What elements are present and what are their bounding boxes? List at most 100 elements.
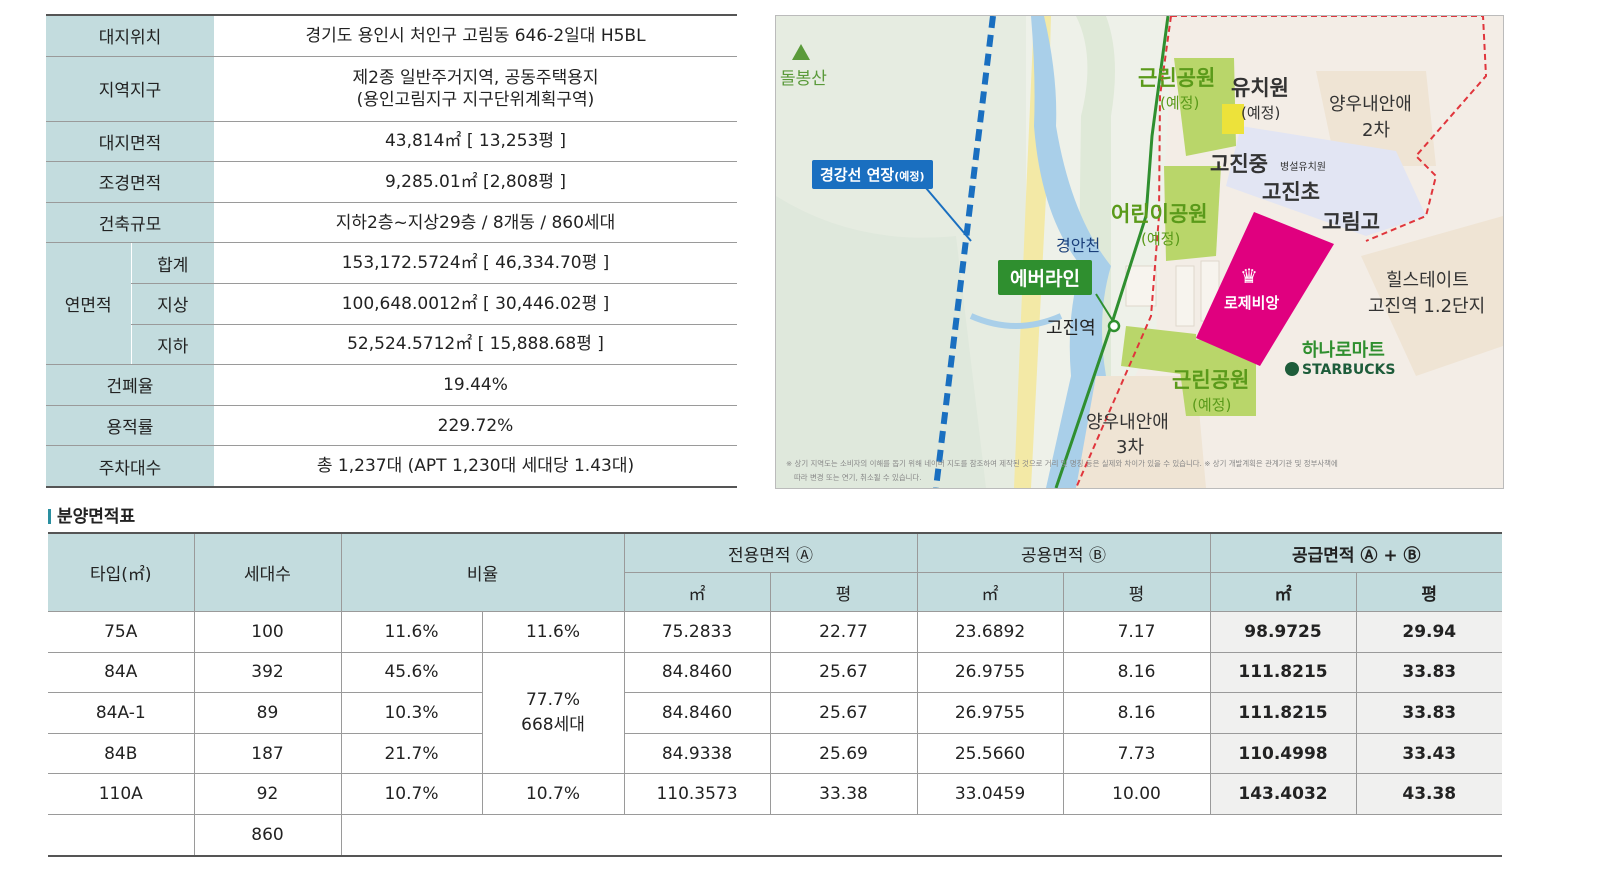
sp-py-cell: 29.94 <box>1355 611 1502 653</box>
station-label: 고진역 <box>1046 318 1096 339</box>
kinder-label: 유치원 <box>1231 76 1289 100</box>
row-location: 대지위치 경기도 용인시 처인구 고림동 646-2일대 H5BL <box>46 15 737 57</box>
gyeonggang-badge: 경강선 연장(예정) <box>812 160 933 189</box>
park-north-plan: (예정) <box>1160 94 1200 112</box>
coverage-label: 건폐율 <box>46 364 214 406</box>
park-north-label: 근린공원 <box>1138 66 1216 90</box>
far-label: 용적률 <box>46 405 214 447</box>
crown-icon: ♛ <box>1240 264 1258 288</box>
sp-sqm-cell: 110.4998 <box>1209 732 1357 775</box>
everline-badge: 에버라인 <box>998 260 1092 295</box>
row-floor-above: 지상 100,648.0012㎡ [ 30,446.02평 ] <box>46 283 737 325</box>
yangwoo3-label: 양우내안애 <box>1086 412 1169 433</box>
sp-py-cell: 43.38 <box>1355 773 1502 815</box>
hillstate-label: 힐스테이트 <box>1386 270 1469 291</box>
above-value: 100,648.0012㎡ [ 30,446.02평 ] <box>214 283 737 325</box>
site-info-table: 대지위치 경기도 용인시 처인구 고림동 646-2일대 H5BL 지역지구 제… <box>46 14 737 488</box>
cm-sqm-cell: 33.0459 <box>916 773 1064 815</box>
parking-value: 총 1,237대 (APT 1,230대 세대당 1.43대) <box>214 445 737 488</box>
table-row: 84B 187 21.7% 84.9338 25.69 25.5660 7.73… <box>48 732 1502 775</box>
cm-sqm-cell: 23.6892 <box>916 611 1064 653</box>
scale-label: 건축규모 <box>46 202 214 244</box>
kinder-plan: (예정) <box>1241 104 1281 122</box>
common-header: 공용면적 Ⓑ <box>916 532 1211 573</box>
site-block <box>1196 212 1334 366</box>
scale-value: 지하2층~지상29층 / 8개동 / 860세대 <box>214 202 737 244</box>
ratio-cell: 10.3% <box>340 692 483 734</box>
rochevillage-label: 로제비앙 <box>1224 294 1280 312</box>
mountain-icon <box>792 44 810 60</box>
total-value: 153,172.5724㎡ [ 46,334.70평 ] <box>214 242 737 284</box>
ex-sqm-cell: 75.2833 <box>623 611 771 653</box>
section-title-text: 분양면적표 <box>57 507 136 527</box>
table-row: 84A-1 89 10.3% 84.8460 25.67 26.9755 8.1… <box>48 692 1502 734</box>
map-disclaimer-2: 따라 변경 또는 연기, 취소될 수 있습니다. <box>794 473 922 482</box>
ex-sqm-cell: 84.8460 <box>623 651 771 694</box>
header-row-2: ㎡ 평 ㎡ 평 ㎡ 평 <box>48 572 1502 612</box>
river-shape <box>1031 16 1111 488</box>
location-map: 돌봉산 근린공원 (예정) 유치원 (예정) 양우내안애 2차 고진중 병설유치… <box>775 15 1504 489</box>
cm-sqm-header: ㎡ <box>916 572 1064 612</box>
row-landscape: 조경면적 9,285.01㎡ [2,808평 ] <box>46 161 737 203</box>
sp-py-cell: 33.83 <box>1355 692 1502 734</box>
gyeonggang-label: 경강선 연장 <box>820 166 895 184</box>
ex-py-header: 평 <box>769 572 918 612</box>
sp-sqm-cell: 143.4032 <box>1209 773 1357 815</box>
row-parking: 주차대수 총 1,237대 (APT 1,230대 세대당 1.43대) <box>46 445 737 488</box>
park-north <box>1174 58 1236 156</box>
area-table: 타입(㎡) 세대수 비율 전용면적 Ⓐ 공용면적 Ⓑ 공급면적 Ⓐ + Ⓑ ㎡ … <box>48 532 1502 857</box>
zoning-value: 제2종 일반주거지역, 공동주택용지 (용인고림지구 지구단위계획구역) <box>214 56 737 122</box>
starbucks-text: STARBUCKS <box>1302 362 1396 378</box>
type-cell: 75A <box>48 611 195 653</box>
type-header: 타입(㎡) <box>48 532 195 612</box>
gojin-middle-label: 고진중 <box>1210 152 1268 176</box>
total-type-cell <box>48 813 195 857</box>
ratio-cell: 11.6% <box>340 611 483 653</box>
starbucks-icon <box>1285 362 1299 376</box>
ex-sqm-cell: 110.3573 <box>623 773 771 815</box>
ex-py-cell: 25.67 <box>769 651 918 694</box>
stream-label: 경안천 <box>1056 236 1101 255</box>
cm-py-cell: 8.16 <box>1062 692 1211 734</box>
ex-sqm-header: ㎡ <box>624 572 771 612</box>
everline-track <box>1054 16 1170 488</box>
sp-sqm-cell: 111.8215 <box>1209 651 1357 694</box>
units-cell: 100 <box>193 611 342 653</box>
kinder-block <box>1222 104 1244 134</box>
total-empty-cell <box>340 813 1502 857</box>
ratio-header: 비율 <box>340 532 625 612</box>
row-coverage: 건폐율 19.44% <box>46 364 737 406</box>
annex-kinder-label: 병설유치원 <box>1280 162 1326 173</box>
cm-sqm-cell: 26.9755 <box>916 692 1064 734</box>
gorim-high-label: 고림고 <box>1322 210 1380 234</box>
ratio-cell: 45.6% <box>340 651 483 694</box>
land-area-label: 대지면적 <box>46 121 214 163</box>
ratio-cell: 10.7% <box>340 773 483 815</box>
cm-py-cell: 8.16 <box>1062 651 1211 694</box>
title-bar <box>48 509 51 524</box>
group-84-units: 668세대 <box>521 715 585 736</box>
units-cell: 92 <box>193 773 342 815</box>
location-value: 경기도 용인시 처인구 고림동 646-2일대 H5BL <box>214 15 737 57</box>
floor-area-label: 연면적 <box>46 242 131 366</box>
table-row: 110A 92 10.7% 10.7% 110.3573 33.38 33.04… <box>48 773 1502 815</box>
type-cell: 110A <box>48 773 195 815</box>
ex-py-cell: 25.67 <box>769 692 918 734</box>
cm-py-cell: 7.73 <box>1062 732 1211 775</box>
location-label: 대지위치 <box>46 15 214 57</box>
station-marker <box>1107 319 1121 333</box>
row-scale: 건축규모 지하2층~지상29층 / 8개동 / 860세대 <box>46 202 737 244</box>
parking-label: 주차대수 <box>46 445 214 488</box>
row-zoning: 지역지구 제2종 일반주거지역, 공동주택용지 (용인고림지구 지구단위계획구역… <box>46 56 737 122</box>
zoning-line2: (용인고림지구 지구단위계획구역) <box>356 89 595 110</box>
kids-park-plan: (예정) <box>1141 230 1181 248</box>
units-cell: 89 <box>193 692 342 734</box>
park-south-label: 근린공원 <box>1172 368 1250 392</box>
ex-py-cell: 25.69 <box>769 732 918 775</box>
group-84-cell: 77.7% 668세대 <box>481 651 625 775</box>
type-cell: 84A-1 <box>48 692 195 734</box>
far-value: 229.72% <box>214 405 737 447</box>
row-floor-total: 연면적 합계 153,172.5724㎡ [ 46,334.70평 ] <box>46 242 737 366</box>
ex-sqm-cell: 84.9338 <box>623 732 771 775</box>
table-row: 84A 392 45.6% 77.7% 668세대 84.8460 25.67 … <box>48 651 1502 775</box>
